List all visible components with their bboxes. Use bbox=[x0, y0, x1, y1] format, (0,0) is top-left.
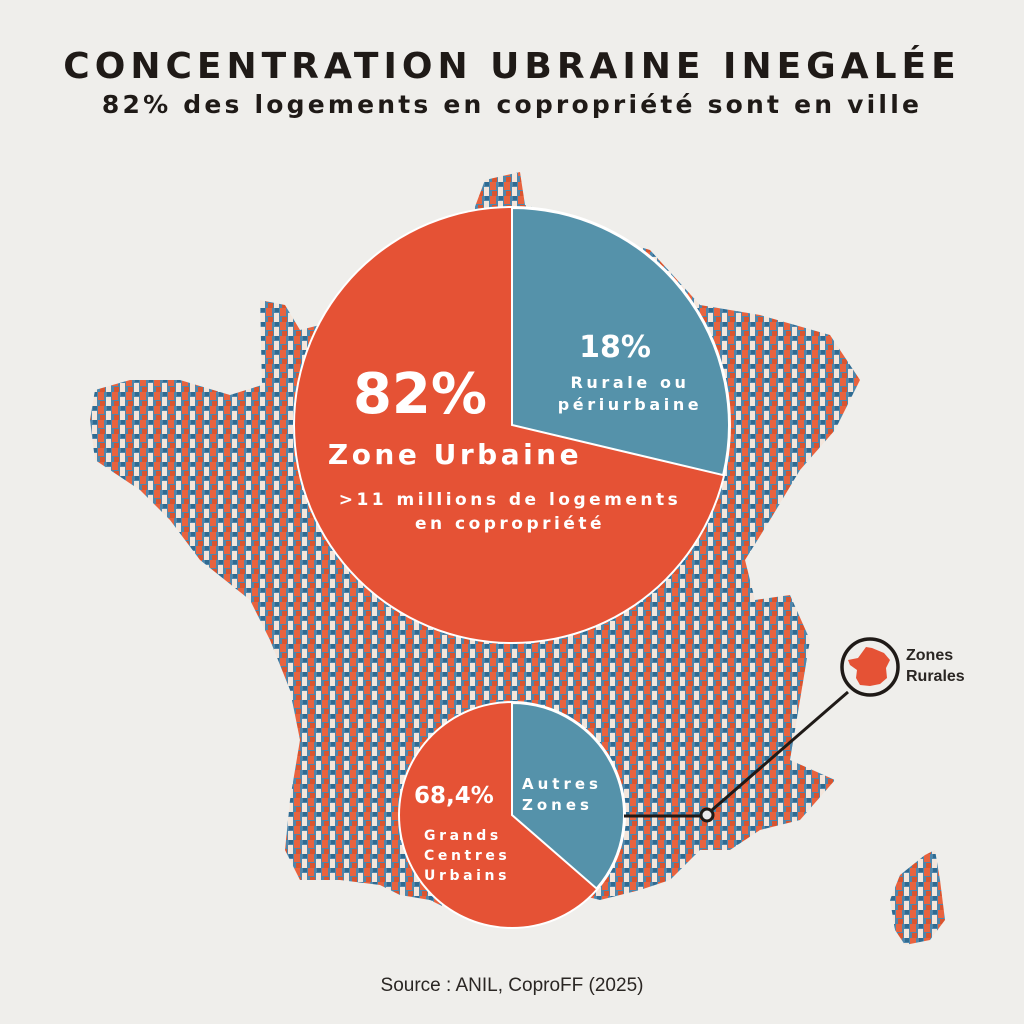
urban-percent-label: 82% bbox=[352, 362, 488, 427]
autres-zones-line1: Autres bbox=[522, 775, 602, 793]
page-title: CONCENTRATION UBRAINE INEGALÉE bbox=[63, 46, 961, 87]
callout-label-line2: Rurales bbox=[906, 668, 965, 685]
page-subtitle: 82% des logements en copropriété sont en… bbox=[101, 90, 923, 119]
main-pie-chart bbox=[293, 206, 731, 644]
corsica-shape bbox=[890, 850, 945, 945]
secondary-pie-chart bbox=[398, 701, 626, 929]
pie-slice-rural bbox=[511, 206, 730, 477]
grands-centres-line2: Centres bbox=[424, 848, 511, 864]
rural-zone-label: Rurale ou périurbaine bbox=[535, 372, 725, 416]
rural-label-line1: Rurale ou bbox=[570, 373, 690, 392]
urban-description-line2: en copropriété bbox=[414, 514, 606, 534]
callout-label-line1: Zones bbox=[906, 647, 954, 664]
autres-zones-line2: Zones bbox=[522, 796, 593, 814]
urban-zone-label: Zone Urbaine bbox=[327, 438, 583, 471]
urban-description: >11 millions de logements en copropriété bbox=[300, 488, 720, 536]
pie-slice-autres-zones bbox=[511, 701, 625, 890]
france-map-magnifier-icon bbox=[840, 637, 900, 697]
urban-description-line1: >11 millions de logements bbox=[338, 490, 682, 510]
grands-centres-label: Grands Centres Urbains bbox=[424, 826, 524, 886]
callout-connector bbox=[624, 690, 849, 823]
source-caption: Source : ANIL, CoproFF (2025) bbox=[380, 975, 644, 996]
grands-centres-line1: Grands bbox=[424, 828, 502, 844]
callout-label-zones-rurales: Zones Rurales bbox=[906, 645, 965, 687]
grands-centres-line3: Urbains bbox=[424, 868, 511, 884]
grands-centres-percent-label: 68,4% bbox=[414, 783, 494, 809]
rural-label-line2: périurbaine bbox=[557, 395, 703, 414]
autres-zones-label: Autres Zones bbox=[522, 774, 622, 816]
rural-percent-label: 18% bbox=[579, 330, 651, 365]
